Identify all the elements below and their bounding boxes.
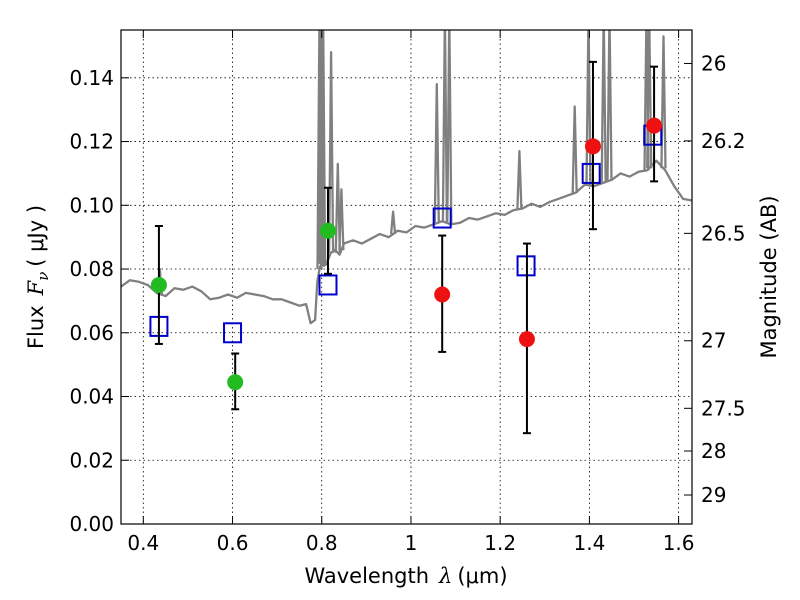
x-axis-label: Wavelength λ (μm) xyxy=(304,564,507,588)
emission-line xyxy=(433,83,440,224)
emission-line xyxy=(585,30,592,186)
y-tick-label: 0.14 xyxy=(69,66,114,90)
y-tick-label: 0.06 xyxy=(69,321,114,345)
y2-tick-label: 26.5 xyxy=(701,221,746,245)
emission-line xyxy=(606,30,613,181)
red-data-point xyxy=(584,138,601,155)
y2-tick-label: 29 xyxy=(701,483,726,507)
emission-line xyxy=(338,188,345,251)
green-data-point xyxy=(227,374,244,391)
y2-tick-label: 27.5 xyxy=(701,396,746,420)
emission-line xyxy=(646,30,653,169)
y-axis-label: FluxFν( μJy ) xyxy=(24,205,52,349)
y2-axis-label: Magnitude (AB) xyxy=(757,195,781,358)
y2-tick-label: 26 xyxy=(701,51,726,75)
emission-line xyxy=(600,30,607,183)
emission-line xyxy=(334,162,341,253)
y-tick-label: 0.04 xyxy=(69,385,114,409)
y2-tick-label: 26.2 xyxy=(701,129,746,153)
ticks: 0.4 0.6 0.8 1 1.2 1.4 1.6 0.00 0.02 0.04 0.06 0.08 0… xyxy=(69,30,746,555)
y-tick-label: 0.02 xyxy=(69,448,114,472)
y-tick-label: 0.12 xyxy=(69,130,114,154)
plot-area xyxy=(121,30,692,524)
x-tick-label: 1 xyxy=(405,531,418,555)
y-tick-label: 0.10 xyxy=(69,193,114,217)
x-tick-label: 1.4 xyxy=(573,531,605,555)
model-square xyxy=(318,274,338,296)
emission-line xyxy=(441,30,449,223)
red-data-point xyxy=(646,117,663,134)
model-square xyxy=(223,322,243,344)
emission-line xyxy=(516,149,523,210)
plot-frame xyxy=(120,29,693,525)
x-tick-label: 1.6 xyxy=(663,531,695,555)
model-square xyxy=(432,207,452,229)
model-square xyxy=(581,162,601,184)
red-data-point xyxy=(434,286,451,303)
marker-layer xyxy=(149,60,663,435)
emission-line xyxy=(446,30,453,224)
green-data-point xyxy=(150,276,167,293)
emission-line xyxy=(319,30,327,265)
emission-line xyxy=(327,51,335,253)
x-tick-label: 0.8 xyxy=(306,531,338,555)
emission-line xyxy=(389,210,397,235)
x-tick-label: 0.6 xyxy=(217,531,249,555)
y-tick-label: 0.00 xyxy=(69,512,114,536)
x-tick-label: 0.4 xyxy=(127,531,159,555)
y-tick-label: 0.08 xyxy=(69,257,114,281)
spectrum-layer xyxy=(121,30,692,325)
emission-line xyxy=(660,35,667,169)
y2-tick-label: 27 xyxy=(701,329,726,353)
green-data-point xyxy=(319,222,336,239)
red-data-point xyxy=(518,331,535,348)
emission-line xyxy=(571,105,578,194)
x-tick-label: 1.2 xyxy=(484,531,516,555)
y2-tick-label: 28 xyxy=(701,439,726,463)
